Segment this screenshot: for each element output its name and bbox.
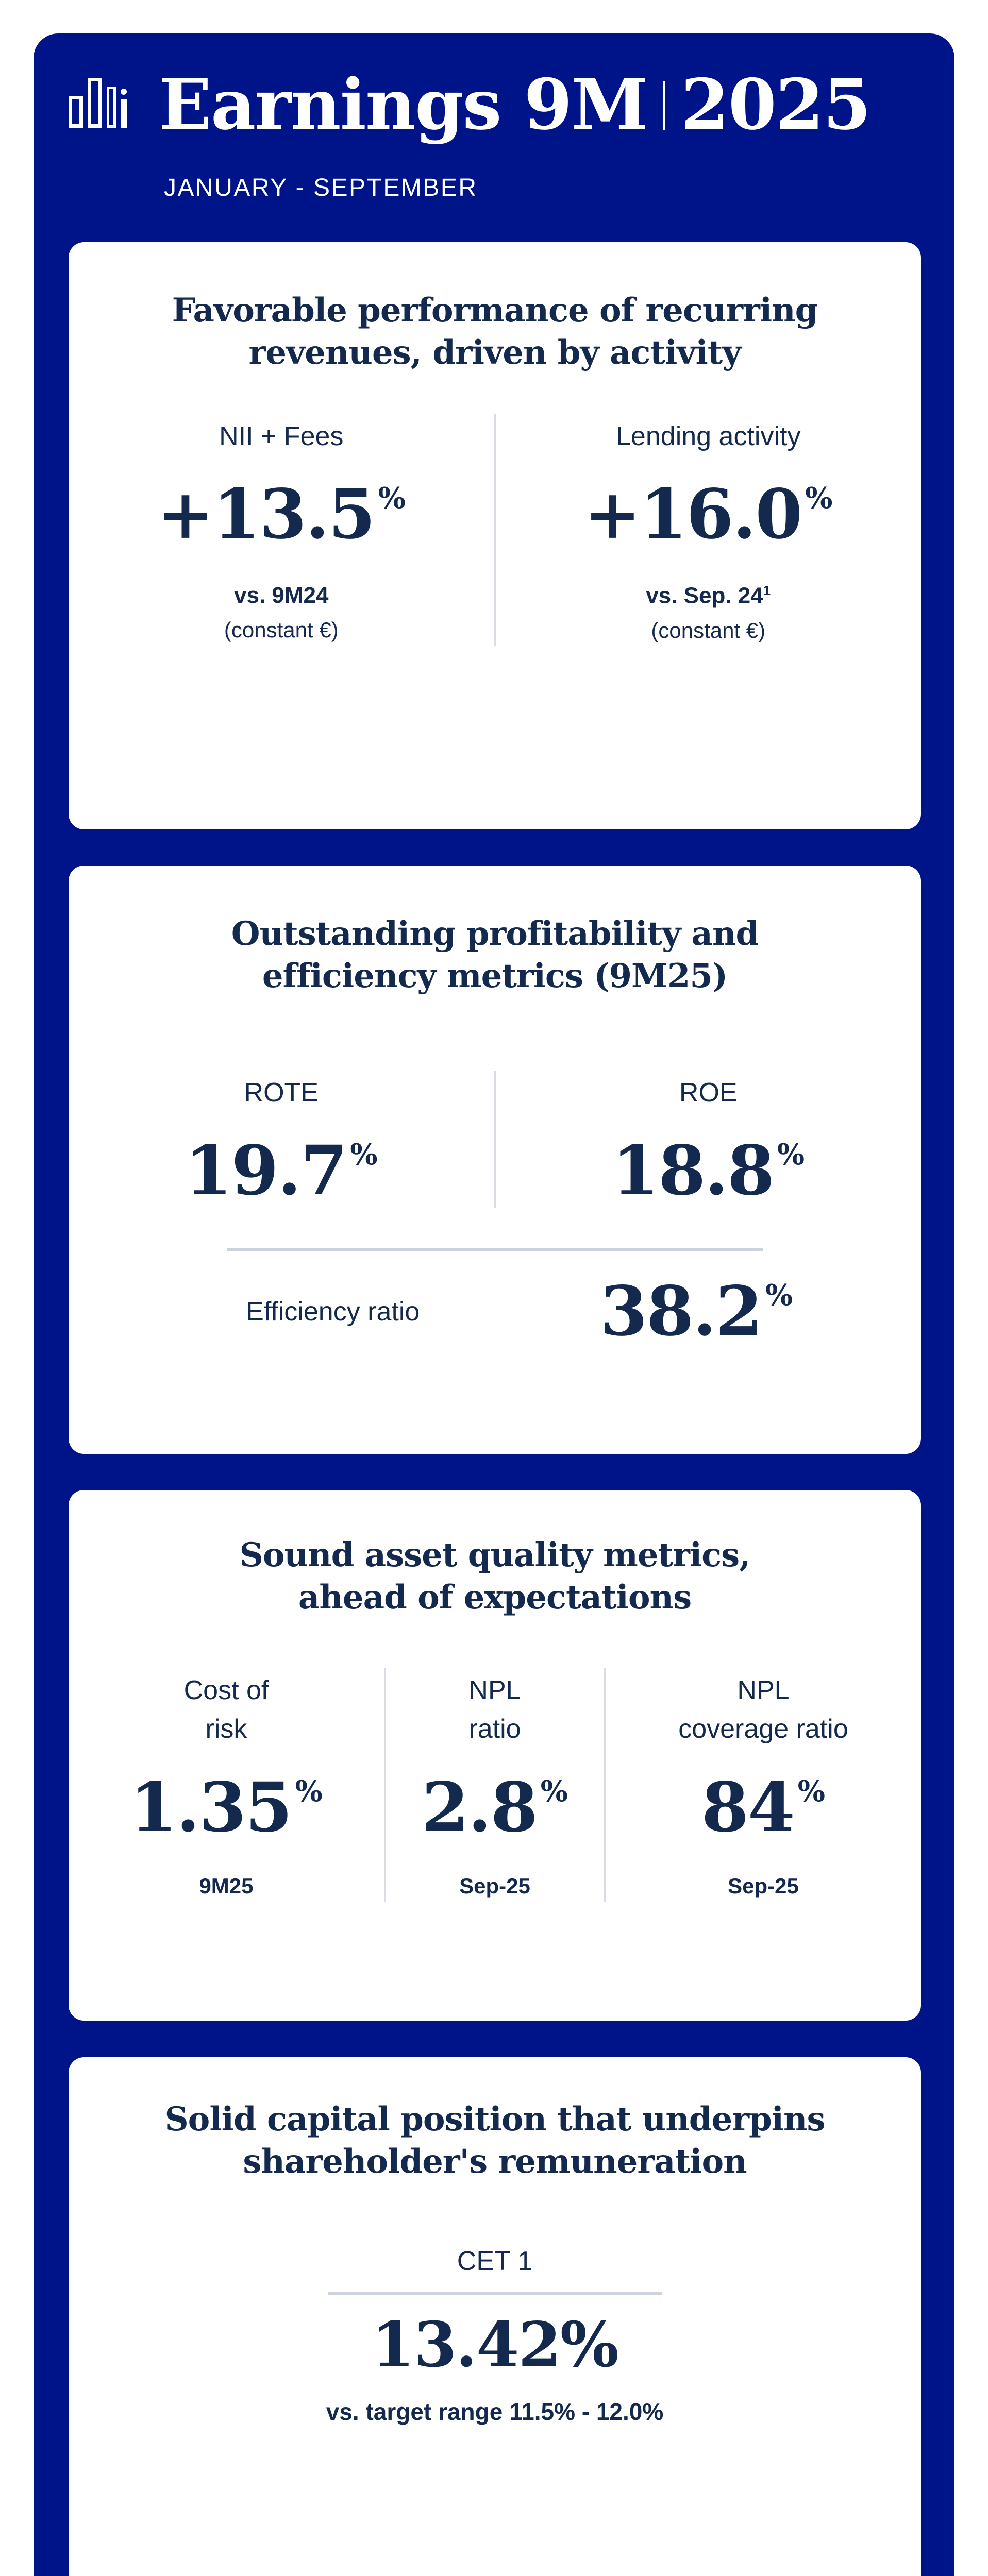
metric-comparison: vs. Sep. 241	[646, 583, 771, 608]
metric-cet1-label: CET 1	[457, 2246, 533, 2276]
card-recurring-revenues-title: Favorable performance of recurring reven…	[172, 291, 818, 372]
card-profitability-metrics: ROTE 19.7% ROE 18.8%	[69, 1070, 922, 1211]
metric-value: 19.7%	[185, 1131, 378, 1211]
bar-chart-icon-bar-medium	[107, 87, 116, 128]
metric-label: Lending activity	[616, 421, 801, 451]
metric-label: Efficiency ratio	[246, 1297, 420, 1327]
percent-sign: %	[797, 1774, 825, 1808]
percent-sign: %	[378, 481, 406, 516]
metric-label: NPL coverage ratio	[678, 1675, 848, 1744]
metric-roe: ROE 18.8%	[494, 1070, 922, 1211]
header: Earnings 9M 2025	[69, 63, 872, 145]
metric-value: +16.0%	[584, 474, 833, 555]
metric-value: 18.8%	[612, 1131, 805, 1211]
title-separator	[662, 80, 665, 130]
horizontal-divider	[328, 2292, 662, 2295]
metric-rote: ROTE 19.7%	[69, 1071, 494, 1208]
percent-sign: %	[805, 481, 833, 516]
card-recurring-revenues-metrics: NII + Fees +13.5% vs. 9M24 (constant €) …	[69, 414, 921, 646]
page-subtitle: JANUARY - SEPTEMBER	[164, 174, 478, 201]
card-capital-position: Solid capital position that underpins sh…	[69, 2057, 921, 2576]
bar-chart-icon-bar-tall	[88, 78, 102, 128]
metric-label: ROTE	[244, 1077, 319, 1108]
percent-sign: %	[777, 1138, 805, 1172]
metric-period: Sep-25	[459, 1873, 530, 1898]
metric-cet1-target: vs. target range 11.5% - 12.0%	[326, 2398, 664, 2425]
bar-chart-icon-dot	[121, 89, 127, 95]
horizontal-divider	[227, 1248, 763, 1251]
page-title: Earnings 9M 2025	[159, 63, 872, 145]
metric-lending-activity: Lending activity +16.0% vs. Sep. 241 (co…	[494, 414, 922, 646]
metric-label: NII + Fees	[219, 421, 344, 451]
metric-label: ROE	[679, 1077, 738, 1108]
metric-cost-of-risk: Cost of risk 1.35% 9M25	[69, 1668, 384, 1902]
metric-comparison: vs. 9M24	[234, 583, 329, 608]
earnings-panel: Earnings 9M 2025 JANUARY - SEPTEMBER Fav…	[34, 33, 954, 2576]
percent-sign: %	[540, 1774, 568, 1808]
metric-value: 38.2%	[600, 1272, 793, 1352]
metric-label: NPL ratio	[468, 1675, 521, 1744]
metric-npl-ratio: NPL ratio 2.8% Sep-25	[383, 1668, 606, 1902]
card-asset-quality-title: Sound asset quality metrics, ahead of ex…	[239, 1536, 751, 1617]
metric-value: 84%	[701, 1767, 825, 1848]
metric-basis: (constant €)	[224, 618, 339, 642]
bar-chart-icon-stem	[121, 99, 127, 128]
card-profitability-efficiency: Outstanding profitability and efficiency…	[69, 866, 921, 1454]
page-title-main: Earnings 9M	[159, 63, 648, 145]
card-recurring-revenues: Favorable performance of recurring reven…	[69, 242, 921, 829]
metric-value: 2.8%	[422, 1767, 568, 1848]
card-profitability-title: Outstanding profitability and efficiency…	[231, 914, 759, 995]
metric-period: Sep-25	[728, 1873, 799, 1898]
bar-chart-icon	[69, 78, 127, 128]
metric-npl-coverage-ratio: NPL coverage ratio 84% Sep-25	[606, 1668, 921, 1902]
percent-sign: %	[765, 1278, 793, 1313]
percent-sign: %	[295, 1774, 323, 1808]
metric-period: 9M25	[199, 1873, 254, 1898]
metric-value: 1.35%	[130, 1767, 323, 1848]
metric-label: Cost of risk	[183, 1675, 269, 1744]
metric-cet1-value: 13.42%	[372, 2308, 619, 2381]
metric-efficiency-ratio: Efficiency ratio 38.2%	[69, 1278, 921, 1346]
card-capital-title: Solid capital position that underpins sh…	[164, 2100, 825, 2181]
percent-sign: %	[350, 1138, 378, 1172]
metric-basis: (constant €)	[651, 618, 766, 642]
card-asset-quality: Sound asset quality metrics, ahead of ex…	[69, 1490, 921, 2021]
page-title-year: 2025	[680, 63, 872, 145]
bar-chart-icon-i-mark	[121, 89, 127, 128]
bar-chart-icon-bar-short	[69, 96, 83, 128]
metric-value: +13.5%	[157, 474, 406, 555]
metric-nii-fees: NII + Fees +13.5% vs. 9M24 (constant €)	[69, 414, 494, 646]
card-asset-quality-metrics: Cost of risk 1.35% 9M25 NPL ratio 2.8% S…	[69, 1668, 921, 1902]
footnote-reference: 1	[763, 583, 771, 599]
